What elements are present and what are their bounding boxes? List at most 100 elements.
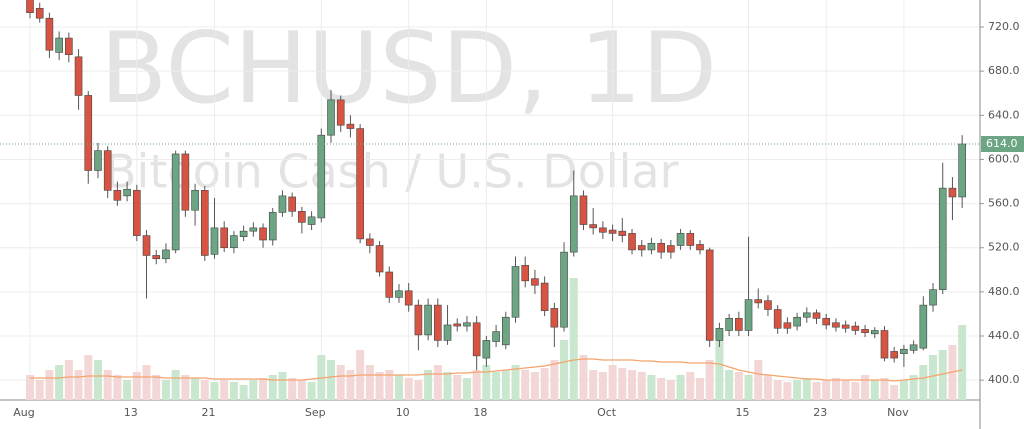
volume-bar	[365, 365, 374, 400]
x-tick-label: 15	[736, 406, 750, 419]
candle-body	[366, 238, 374, 246]
candle-body	[453, 323, 462, 327]
candle-body	[26, 0, 34, 13]
candle-body	[336, 99, 345, 126]
volume-bar	[268, 375, 277, 400]
candle-body	[579, 195, 588, 225]
volume-bar	[938, 350, 947, 400]
volume-bar	[492, 372, 501, 400]
candle-body	[375, 245, 384, 273]
volume-bar	[929, 355, 938, 400]
volume-bar	[705, 360, 714, 400]
y-tick-label: 680.0	[988, 64, 1020, 77]
x-tick-label: 18	[473, 406, 487, 419]
volume-bar	[93, 360, 102, 400]
candle-body	[191, 190, 199, 211]
candle-body	[919, 304, 928, 349]
volume-bar	[132, 372, 141, 400]
candle-body	[618, 230, 627, 236]
volume-bar	[249, 380, 258, 400]
candle-body	[200, 190, 209, 256]
volume-bar	[744, 375, 753, 400]
candle-body	[909, 344, 918, 351]
candle-body	[599, 227, 607, 233]
candle-body	[472, 322, 481, 357]
candle-body	[812, 312, 821, 319]
volume-bar	[288, 378, 297, 400]
candle-body	[123, 188, 131, 197]
candle-body	[259, 227, 267, 241]
volume-bar	[327, 360, 336, 400]
volume-bar	[74, 370, 83, 400]
candle-body	[754, 299, 763, 304]
candle-body	[113, 190, 122, 201]
candle-body	[142, 235, 151, 256]
volume-bar	[831, 378, 840, 400]
volume-bar	[569, 278, 578, 400]
candle-body	[230, 235, 238, 249]
candle-body	[696, 244, 704, 251]
candle-body	[152, 255, 161, 260]
candle-body	[74, 56, 83, 96]
volume-bar	[618, 368, 627, 400]
volume-bar	[909, 375, 918, 400]
volume-bar	[861, 375, 870, 400]
volume-bar	[191, 378, 200, 400]
candle-body	[443, 324, 452, 341]
candle-body	[773, 309, 782, 329]
candle-body	[385, 271, 394, 298]
y-tick-label: 520.0	[988, 241, 1020, 254]
candle-body	[268, 212, 277, 241]
volume-bar	[84, 355, 93, 400]
x-tick-label: 10	[396, 406, 410, 419]
volume-bar	[608, 365, 617, 400]
volume-bar	[433, 365, 442, 400]
x-tick-label: Nov	[887, 406, 909, 419]
volume-bar	[793, 380, 802, 400]
candle-body	[550, 308, 559, 328]
candle-body	[647, 243, 656, 251]
volume-bar	[676, 375, 685, 400]
candle-body	[492, 331, 500, 342]
volume-bar	[200, 380, 209, 400]
volume-bar	[259, 378, 268, 400]
y-tick-label: 560.0	[988, 197, 1020, 210]
candle-body	[298, 211, 306, 223]
candle-body	[628, 233, 636, 251]
volume-bar	[715, 330, 724, 400]
volume-bar	[220, 380, 229, 400]
candle-body	[181, 153, 190, 211]
volume-bar	[443, 372, 452, 400]
candle-body	[65, 37, 73, 55]
volume-bar	[647, 375, 656, 400]
volume-bar	[482, 365, 491, 400]
candle-body	[424, 304, 432, 336]
volume-bar	[598, 372, 607, 400]
candle-body	[434, 304, 442, 341]
candle-body	[667, 245, 675, 253]
volume-bar	[103, 370, 112, 400]
candle-body	[327, 99, 335, 136]
volume-bar	[754, 360, 763, 400]
volume-bar	[919, 365, 928, 400]
candle-body	[521, 265, 530, 282]
volume-bar	[695, 378, 704, 400]
x-tick-label: Sep	[305, 406, 326, 419]
candle-body	[162, 249, 170, 260]
candle-body	[45, 17, 54, 51]
y-tick-label: 640.0	[988, 108, 1020, 121]
candle-body	[735, 318, 743, 331]
candle-body	[501, 316, 510, 346]
volume-bar	[123, 380, 132, 400]
candle-body	[686, 233, 695, 246]
volume-bar	[511, 365, 520, 400]
candle-body	[133, 190, 141, 236]
candle-body	[938, 187, 947, 290]
volume-bar	[579, 355, 588, 400]
volume-bar	[181, 375, 190, 400]
candle-body	[890, 351, 898, 359]
candle-body	[715, 327, 724, 341]
candle-body	[657, 243, 665, 253]
candle-body	[317, 134, 326, 219]
